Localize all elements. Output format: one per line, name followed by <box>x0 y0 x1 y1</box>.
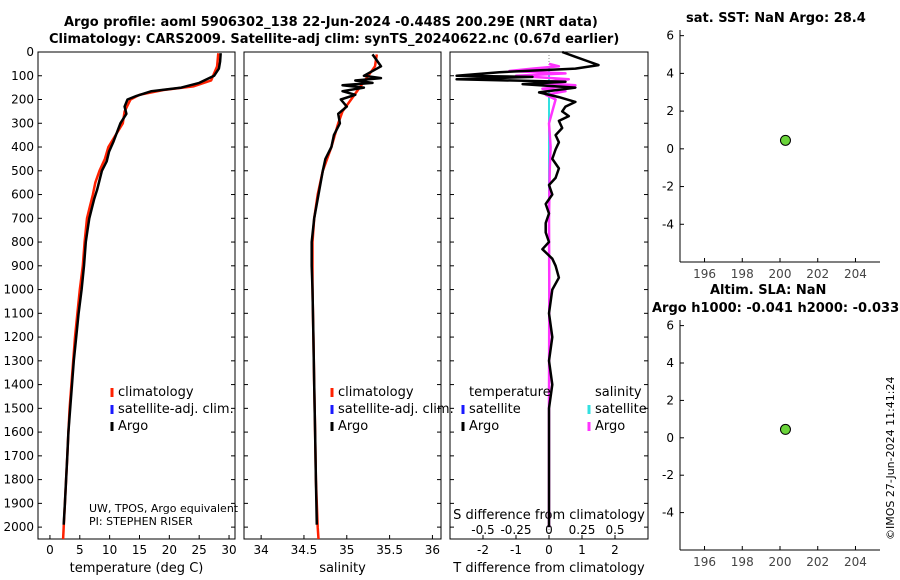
depth-tick-label: 1500 <box>3 401 34 415</box>
legend-climatology-label: climatology <box>118 385 194 400</box>
depth-tick-label: 800 <box>11 235 34 249</box>
difference-xtick-label: 2 <box>611 543 619 557</box>
depth-tick-label: 1600 <box>3 425 34 439</box>
sla-panel-ytick-label: 6 <box>666 319 674 333</box>
s-difference-tick-label: 0 <box>545 523 553 537</box>
sst-panel-ytick-label: 6 <box>666 29 674 43</box>
t-difference-axis-label: T difference from climatology <box>452 561 645 576</box>
difference-xtick-label: 0 <box>545 543 553 557</box>
sla-panel-ytick-label: 4 <box>666 356 674 370</box>
salinity-frame <box>243 51 442 540</box>
sla-panel-xtick-label: 202 <box>806 555 829 569</box>
sst-panel-xtick-label: 198 <box>731 267 754 281</box>
sla-panel-ytick-label: 0 <box>666 431 674 445</box>
salinity-xtick-label: 36 <box>425 543 440 557</box>
depth-tick-label: 1800 <box>3 473 34 487</box>
sla-panel-xtick-label: 200 <box>769 555 792 569</box>
depth-tick-label: 1900 <box>3 496 34 510</box>
s-difference-tick-label: 0.5 <box>605 523 624 537</box>
sla-panel-xtick-label: 198 <box>731 555 754 569</box>
depth-tick-label: 400 <box>11 140 34 154</box>
diff-legend-s-satellite-label: satellite <box>595 402 647 417</box>
depth-tick-label: 1100 <box>3 306 34 320</box>
sla-panel-xtick-label: 204 <box>844 555 867 569</box>
diff-legend-temperature-heading: temperature <box>469 385 551 400</box>
depth-tick-label: 0 <box>26 45 34 59</box>
temperature-xtick-label: 30 <box>221 543 236 557</box>
depth-tick-label: 300 <box>11 116 34 130</box>
s-difference-argo-line <box>508 62 577 528</box>
temperature-xtick-label: 15 <box>132 543 147 557</box>
legend2-satellite-adj-label: satellite-adj. clim. <box>338 402 454 417</box>
sla-panel-subtitle: Argo h1000: -0.041 h2000: -0.033 <box>652 301 900 316</box>
depth-tick-label: 2000 <box>3 520 34 534</box>
s-difference-tick-label: -0.5 <box>471 523 494 537</box>
float-info-line1: UW, TPOS, Argo equivalent <box>89 502 239 515</box>
sst-panel-ytick-label: -2 <box>662 180 674 194</box>
difference-xtick-label: -2 <box>477 543 489 557</box>
sst-panel-argo-point <box>779 134 791 146</box>
temperature-argo-line <box>62 53 222 525</box>
salinity-axis-label: salinity <box>319 561 366 576</box>
depth-tick-label: 100 <box>11 69 34 83</box>
temperature-frame <box>37 51 236 540</box>
sst-panel-ytick-label: 0 <box>666 142 674 156</box>
temperature-xtick-label: 0 <box>46 543 54 557</box>
diff-legend-t-argo-label: Argo <box>469 419 499 434</box>
depth-tick-label: 1400 <box>3 378 34 392</box>
depth-tick-label: 700 <box>11 211 34 225</box>
s-difference-tick-label: 0.25 <box>569 523 596 537</box>
depth-tick-label: 200 <box>11 93 34 107</box>
t-difference-argo-line <box>455 50 600 528</box>
depth-tick-label: 1700 <box>3 449 34 463</box>
depth-tick-label: 500 <box>11 164 34 178</box>
depth-tick-label: 1000 <box>3 283 34 297</box>
s-difference-tick-label: -0.25 <box>500 523 531 537</box>
sst-panel-xtick-label: 200 <box>769 267 792 281</box>
depth-tick-label: 900 <box>11 259 34 273</box>
legend2-climatology-label: climatology <box>338 385 414 400</box>
float-info-line2: PI: STEPHEN RISER <box>89 515 193 528</box>
title-line-1: Argo profile: aoml 5906302_138 22-Jun-20… <box>64 15 598 30</box>
sla-panel-ytick-label: 2 <box>666 393 674 407</box>
diff-legend-t-satellite-label: satellite <box>469 402 521 417</box>
sla-panel-ytick-label: -4 <box>662 506 674 520</box>
salinity-climatology-line <box>311 54 379 540</box>
salinity-xtick-label: 35.5 <box>376 543 403 557</box>
diff-legend-salinity-heading: salinity <box>595 385 642 400</box>
temperature-xtick-label: 5 <box>76 543 84 557</box>
salinity-xtick-label: 34.5 <box>291 543 318 557</box>
legend-argo-label: Argo <box>118 419 148 434</box>
depth-tick-label: 1200 <box>3 330 34 344</box>
title-line-2: Climatology: CARS2009. Satellite-adj cli… <box>49 32 620 47</box>
sst-panel-title: sat. SST: NaN Argo: 28.4 <box>686 11 866 26</box>
sst-panel-ytick-label: 2 <box>666 104 674 118</box>
salinity-xtick-label: 35 <box>339 543 354 557</box>
salinity-argo-line <box>310 53 383 525</box>
salinity-xtick-label: 34 <box>253 543 268 557</box>
depth-tick-label: 1300 <box>3 354 34 368</box>
sst-panel-xtick-label: 196 <box>693 267 716 281</box>
difference-xtick-label: -1 <box>510 543 522 557</box>
sst-panel-xtick-label: 202 <box>806 267 829 281</box>
legend-satellite-adj-label: satellite-adj. clim. <box>118 402 234 417</box>
temperature-xtick-label: 10 <box>102 543 117 557</box>
temperature-axis-label: temperature (deg C) <box>70 561 204 576</box>
sla-panel-title: Altim. SLA: NaN <box>710 283 827 298</box>
legend2-argo-label: Argo <box>338 419 368 434</box>
sst-panel-ytick-label: -4 <box>662 217 674 231</box>
sla-panel-argo-point <box>779 423 791 435</box>
sla-panel-ytick-label: -2 <box>662 468 674 482</box>
depth-tick-label: 600 <box>11 188 34 202</box>
temperature-xtick-label: 25 <box>192 543 207 557</box>
diff-legend-s-argo-label: Argo <box>595 419 625 434</box>
sla-panel-xtick-label: 196 <box>693 555 716 569</box>
difference-xtick-label: 1 <box>578 543 586 557</box>
temperature-climatology-line <box>61 53 220 540</box>
sst-panel-ytick-label: 4 <box>666 66 674 80</box>
temperature-xtick-label: 20 <box>162 543 177 557</box>
sst-panel-xtick-label: 204 <box>844 267 867 281</box>
